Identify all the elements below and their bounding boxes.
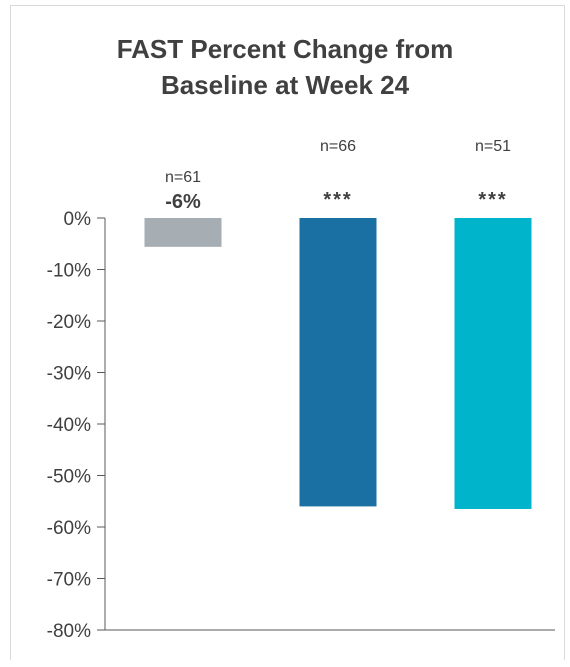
y-tick-label: -70% [47, 570, 91, 591]
y-tick-label: 0% [64, 209, 92, 230]
y-tick-label: -10% [47, 261, 91, 282]
significance-label: *** [323, 189, 352, 211]
n-label: n=51 [475, 138, 511, 155]
chart-frame [10, 5, 565, 660]
n-label: n=66 [320, 138, 356, 155]
y-tick-label: -30% [47, 364, 91, 385]
bar [454, 218, 532, 509]
data-label: -6% [165, 191, 201, 213]
y-tick-label: -40% [47, 415, 91, 436]
y-tick-label: -50% [47, 467, 91, 488]
bar [299, 218, 377, 507]
y-tick-label: -60% [47, 518, 91, 539]
chart-title-line2: Baseline at Week 24 [160, 70, 410, 100]
y-tick-label: -80% [47, 621, 91, 642]
bar [144, 218, 222, 247]
chart-title-line1: FAST Percent Change from [116, 34, 454, 64]
y-tick-label: -20% [47, 312, 91, 333]
n-label: n=61 [165, 169, 201, 186]
significance-label: *** [478, 189, 507, 211]
